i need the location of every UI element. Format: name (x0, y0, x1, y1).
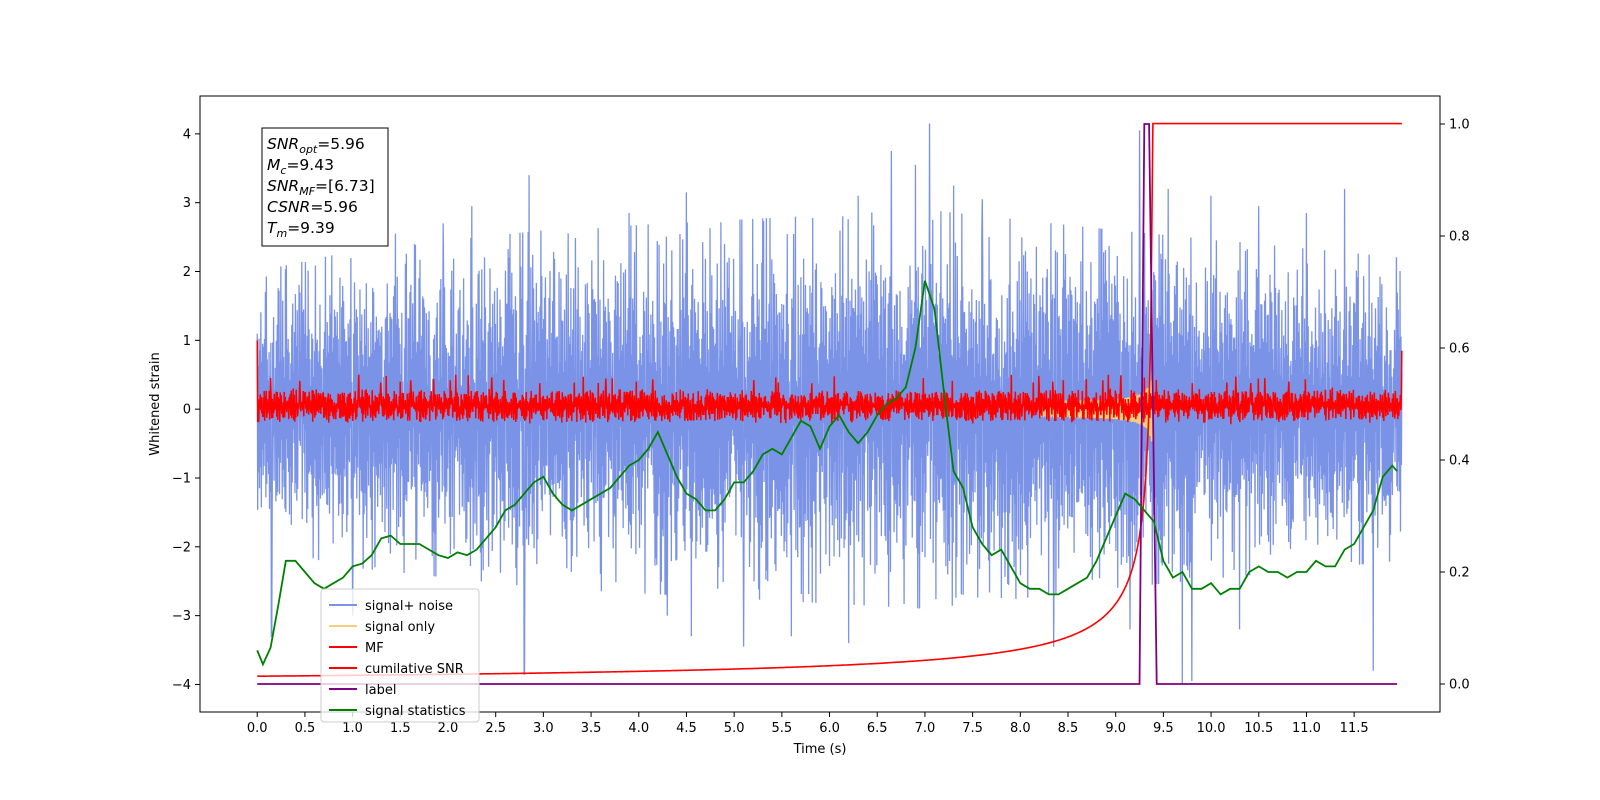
x-tick-label: 5.0 (724, 721, 745, 736)
x-tick-label: 1.0 (342, 721, 363, 736)
x-tick-label: 0.5 (295, 721, 316, 736)
legend-frame (320, 588, 480, 723)
x-tick-label: 10.5 (1244, 721, 1273, 736)
x-tick-label: 4.5 (676, 721, 697, 736)
x-tick-label: 5.5 (772, 721, 793, 736)
x-tick-label: 8.5 (1058, 721, 1079, 736)
x-tick-label: 2.0 (438, 721, 459, 736)
y-tick-label-right: 0.0 (1449, 678, 1470, 693)
x-tick-label: 8.0 (1010, 721, 1031, 736)
y-tick-label-left: 3 (183, 196, 191, 211)
x-tick-label: 11.5 (1340, 721, 1369, 736)
x-tick-label: 3.5 (581, 721, 602, 736)
y-tick-label-right: 0.8 (1449, 230, 1470, 245)
y-tick-label-left: −1 (172, 471, 191, 486)
legend-label-mf: MF (365, 641, 384, 656)
x-tick-label: 7.5 (962, 721, 983, 736)
x-axis-label: Time (s) (793, 742, 847, 757)
stats-snr-opt: SNRopt=5.96 (267, 135, 365, 156)
x-tick-label: 3.0 (533, 721, 554, 736)
legend-label-signal-statistics: signal statistics (365, 704, 466, 719)
y-tick-label-left: −4 (172, 678, 191, 693)
x-tick-label: 6.0 (819, 721, 840, 736)
stats-snr-mf: SNRMF=[6.73] (267, 177, 375, 198)
y-tick-label-right: 0.2 (1449, 566, 1470, 581)
x-tick-label: 6.5 (867, 721, 888, 736)
x-tick-label: 1.5 (390, 721, 411, 736)
x-tick-label: 4.0 (628, 721, 649, 736)
series-mf (256, 340, 1403, 425)
y-tick-label-left: 1 (183, 334, 191, 349)
y-tick-label-right: 0.4 (1449, 454, 1470, 469)
y-tick-label-left: −3 (172, 609, 191, 624)
x-tick-label: 9.5 (1153, 721, 1174, 736)
y-tick-label-left: −2 (172, 540, 191, 555)
legend-label-signal-only: signal only (365, 620, 435, 635)
y-tick-label-left: 0 (183, 403, 191, 418)
x-tick-label: 7.0 (915, 721, 936, 736)
y-tick-label-right: 1.0 (1449, 118, 1470, 133)
legend-label-signal-noise: signal+ noise (365, 599, 453, 614)
y-tick-label-left: 4 (183, 127, 191, 142)
series-signal-statistics (256, 280, 1398, 667)
x-tick-label: 0.0 (247, 721, 268, 736)
stats-tm: Tm=9.39 (267, 219, 335, 240)
plot-frame (199, 95, 1441, 713)
y-axis-label: Whitened strain (148, 352, 163, 455)
x-axis: 0.0 0.5 1.0 1.5 2.0 2.5 3.0 3.5 4.0 4.5 5.0 5.5 6.0 6… (247, 712, 1369, 736)
y-axis-left: −4 −3 −2 −1 0 1 2 3 4 (172, 127, 200, 693)
stats-box-frame (261, 127, 389, 247)
x-tick-label: 9.0 (1105, 721, 1126, 736)
x-tick-label: 11.0 (1292, 721, 1321, 736)
legend-label-cumulative-snr: cumilative SNR (365, 662, 464, 677)
stats-csnr: CSNR=5.96 (267, 198, 358, 216)
series-signal-noise (256, 123, 1403, 685)
series-label (257, 123, 1398, 685)
y-axis-right: 0.0 0.2 0.4 0.6 0.8 1.0 (1440, 118, 1470, 693)
y-tick-label-left: 2 (183, 265, 191, 280)
legend: signal+ noise signal only MF cumilative … (320, 588, 480, 723)
legend-label-label: label (365, 683, 396, 698)
x-tick-label: 2.5 (485, 721, 506, 736)
x-tick-label: 10.0 (1197, 721, 1226, 736)
y-tick-label-right: 0.6 (1449, 342, 1470, 357)
stats-mc: Mc=9.43 (267, 156, 334, 177)
stats-box: SNRopt=5.96 Mc=9.43 SNRMF=[6.73] CSNR=5.… (261, 127, 389, 247)
